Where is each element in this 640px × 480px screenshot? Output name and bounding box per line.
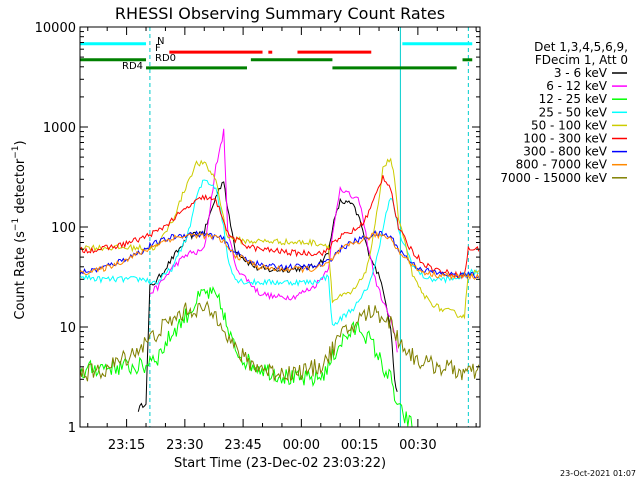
x-tick-label: 00:15 <box>341 438 378 453</box>
x-axis-label: Start Time (23-Dec-02 23:03:22) <box>174 456 386 471</box>
legend-label-8: 7000 - 15000 keV <box>500 171 607 185</box>
series-line-5 <box>80 175 480 280</box>
chart-title: RHESSI Observing Summary Count Rates <box>115 4 445 23</box>
x-tick-label: 00:30 <box>399 438 436 453</box>
series-line-1 <box>149 128 398 353</box>
x-tick-label: 23:30 <box>166 438 203 453</box>
legend-label-0: 3 - 6 keV <box>554 66 608 80</box>
axes: 1 10 100 1000 10000 23:15 23:30 23:45 00:00 00:15… <box>35 21 481 453</box>
legend-label-1: 6 - 12 keV <box>546 79 608 93</box>
series-line-0 <box>137 181 398 412</box>
y-axis-label-text2: detector <box>13 158 28 218</box>
x-tick-label: 00:00 <box>283 438 320 453</box>
y-tick-label: 10 <box>59 321 76 336</box>
legend-header-line1: Det 1,3,4,5,6,9, <box>534 40 628 54</box>
x-tick-label: 23:15 <box>108 438 145 453</box>
legend-label-3: 25 - 50 keV <box>539 105 608 119</box>
timestamp: 23-Oct-2021 01:07 <box>560 469 636 478</box>
y-axis-label-sup2: −1 <box>11 145 21 158</box>
y-tick-label: 100 <box>51 221 76 236</box>
series-line-6 <box>80 230 480 280</box>
y-tick-label: 10000 <box>35 21 76 36</box>
flag-label-rd4: RD4 <box>122 61 143 72</box>
flag-label-f: F <box>155 43 161 54</box>
legend-header-line2: FDecim 1, Att 0 <box>535 53 628 67</box>
legend-label-4: 50 - 100 keV <box>531 118 608 132</box>
y-tick-label: 1000 <box>43 121 76 136</box>
series-line-3 <box>80 179 479 327</box>
y-axis-label-close: ) <box>13 140 28 145</box>
y-axis-label-sup1: −1 <box>11 218 21 231</box>
legend-label-2: 12 - 25 keV <box>539 92 608 106</box>
series-line-2 <box>80 286 413 427</box>
legend-label-5: 100 - 300 keV <box>523 132 607 146</box>
legend-label-7: 800 - 7000 keV <box>516 158 608 172</box>
flag-label-rd0: RD0 <box>155 53 176 64</box>
svg-text:Count Rate (s−1 detector−1): Count Rate (s−1 detector−1) <box>11 140 28 319</box>
legend-label-6: 300 - 800 keV <box>523 145 607 159</box>
y-axis-label-text: Count Rate (s <box>13 231 28 320</box>
y-tick-label: 1 <box>68 421 76 436</box>
flag-label-n: N <box>157 36 164 47</box>
series-line-7 <box>80 231 480 281</box>
y-axis-label: Count Rate (s−1 detector−1) <box>11 140 28 319</box>
series-line-8 <box>80 300 480 383</box>
x-tick-label: 23:45 <box>224 438 261 453</box>
